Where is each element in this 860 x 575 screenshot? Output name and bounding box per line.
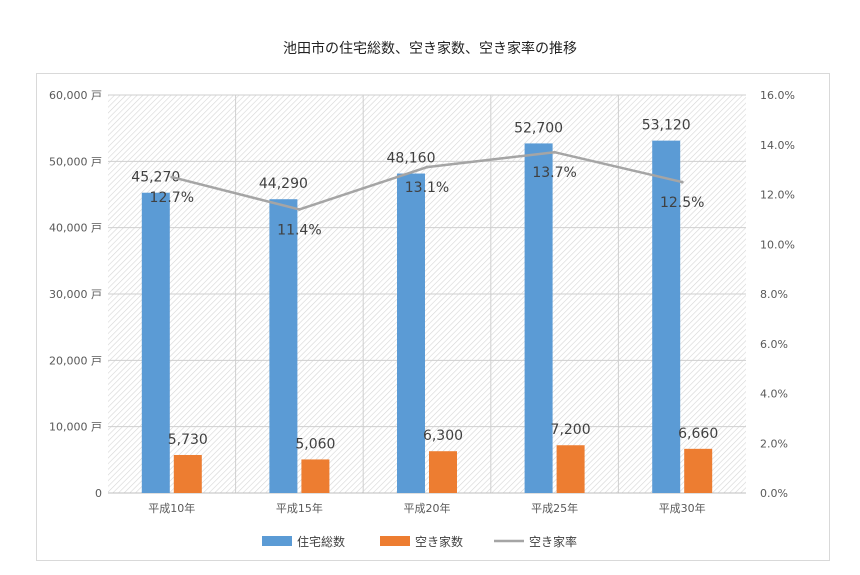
line-data-label: 13.1% bbox=[405, 180, 449, 196]
y2-tick-label: 14.0% bbox=[760, 139, 795, 152]
bar-data-label: 6,660 bbox=[678, 426, 718, 442]
bar-data-label: 52,700 bbox=[514, 120, 563, 136]
legend-swatch bbox=[380, 536, 410, 546]
bar-data-label: 5,060 bbox=[295, 436, 335, 452]
x-tick-label: 平成30年 bbox=[659, 501, 706, 515]
x-tick-label: 平成20年 bbox=[404, 501, 451, 515]
legend-swatch bbox=[262, 536, 292, 546]
bar-data-label: 7,200 bbox=[551, 422, 591, 438]
y2-tick-label: 4.0% bbox=[760, 388, 788, 401]
y2-tick-label: 10.0% bbox=[760, 238, 795, 251]
y-tick-label: 50,000 戸 bbox=[49, 155, 102, 168]
y2-tick-label: 0.0% bbox=[760, 487, 788, 500]
bar-total-housing bbox=[524, 143, 553, 493]
x-tick-label: 平成25年 bbox=[531, 501, 578, 515]
legend-label: 住宅総数 bbox=[297, 534, 345, 549]
bar-vacant-houses bbox=[684, 448, 713, 493]
bar-total-housing bbox=[397, 173, 425, 493]
y2-tick-label: 8.0% bbox=[760, 288, 788, 301]
bar-total-housing bbox=[652, 140, 681, 493]
bar-vacant-houses bbox=[173, 454, 202, 493]
y-tick-label: 10,000 戸 bbox=[49, 421, 102, 434]
x-tick-label: 平成15年 bbox=[276, 501, 323, 515]
y-tick-label: 40,000 戸 bbox=[49, 222, 102, 235]
y2-tick-label: 6.0% bbox=[760, 338, 788, 351]
line-data-label: 12.7% bbox=[150, 190, 194, 206]
bar-data-label: 53,120 bbox=[642, 118, 691, 134]
y2-tick-label: 16.0% bbox=[760, 89, 795, 102]
bar-data-label: 5,730 bbox=[168, 432, 208, 448]
bar-vacant-houses bbox=[556, 445, 585, 493]
y2-tick-label: 12.0% bbox=[760, 189, 795, 202]
x-tick-label: 平成10年 bbox=[148, 501, 195, 515]
y-tick-label: 0 bbox=[95, 487, 102, 500]
bar-total-housing bbox=[269, 199, 298, 494]
vacancy-rate-point bbox=[425, 165, 429, 169]
line-data-label: 12.5% bbox=[660, 195, 704, 211]
bar-data-label: 45,270 bbox=[131, 170, 180, 186]
y-tick-label: 30,000 戸 bbox=[49, 288, 102, 301]
y-tick-label: 20,000 戸 bbox=[49, 354, 102, 367]
vacancy-rate-point bbox=[680, 180, 684, 184]
legend-label: 空き家数 bbox=[415, 534, 463, 549]
legend-label: 空き家率 bbox=[529, 534, 577, 549]
bar-data-label: 6,300 bbox=[423, 428, 463, 444]
y-tick-label: 60,000 戸 bbox=[49, 89, 102, 102]
bar-data-label: 48,160 bbox=[387, 151, 436, 167]
vacancy-rate-point bbox=[170, 175, 174, 179]
line-data-label: 13.7% bbox=[532, 165, 576, 181]
bar-data-label: 44,290 bbox=[259, 176, 308, 192]
bar-vacant-houses bbox=[301, 459, 330, 493]
bar-total-housing bbox=[141, 192, 170, 494]
vacancy-rate-point bbox=[553, 150, 557, 154]
bar-vacant-houses bbox=[429, 451, 457, 493]
line-data-label: 11.4% bbox=[277, 222, 321, 238]
vacancy-rate-point bbox=[297, 207, 301, 211]
y2-tick-label: 2.0% bbox=[760, 437, 788, 450]
chart-title: 池田市の住宅総数、空き家数、空き家率の推移 bbox=[283, 41, 577, 57]
